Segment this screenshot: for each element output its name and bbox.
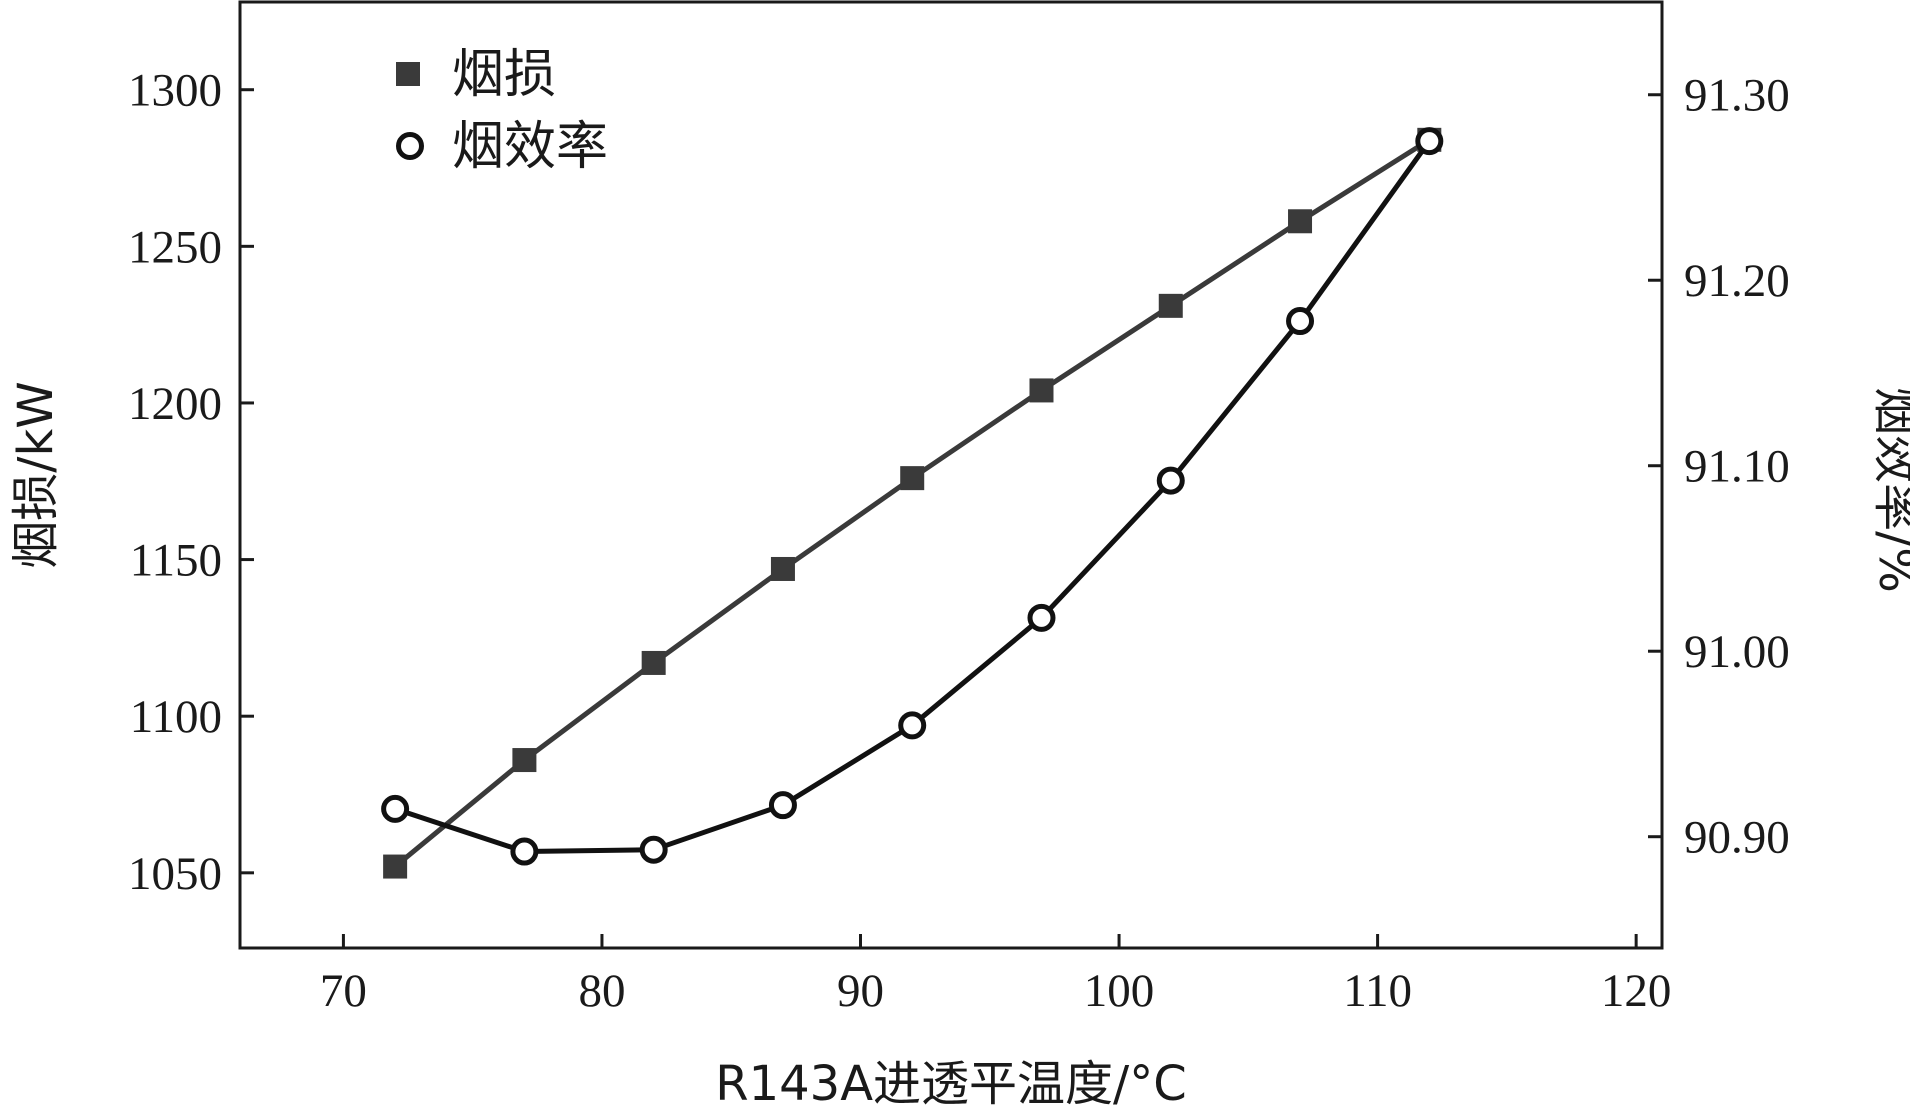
y-axis-title-right: 烟效率/%	[1868, 387, 1910, 593]
data-point-loss	[770, 556, 795, 581]
data-point-loss	[383, 854, 408, 879]
data-point-efficiency	[898, 711, 927, 740]
y-left-tick-label: 1050	[128, 848, 222, 900]
y-left-tick-label: 1250	[128, 221, 222, 273]
y-right-tick-label: 91.30	[1684, 70, 1790, 122]
x-tick-label: 70	[320, 965, 367, 1017]
data-point-efficiency	[381, 794, 410, 823]
legend-label-efficiency: 烟效率	[452, 117, 608, 177]
data-point-efficiency	[1415, 127, 1444, 156]
x-tick-label: 90	[837, 965, 884, 1017]
data-point-loss	[1288, 209, 1313, 234]
data-point-efficiency	[510, 837, 539, 866]
x-tick-label: 100	[1084, 965, 1155, 1017]
x-axis-title: R143A进透平温度/°C	[715, 1056, 1187, 1112]
data-point-efficiency	[639, 835, 668, 864]
data-point-efficiency	[1027, 603, 1056, 632]
series-layer	[381, 127, 1444, 879]
data-point-efficiency	[1156, 466, 1185, 495]
legend: 烟损 烟效率	[396, 45, 608, 177]
y-left-tick-label: 1150	[130, 535, 222, 587]
legend-marker-efficiency	[396, 132, 424, 160]
data-point-loss	[1158, 293, 1183, 318]
y-axis-title-left: 烟损/kW	[8, 381, 64, 568]
y-right-tick-label: 91.10	[1684, 441, 1790, 493]
data-point-loss	[1029, 378, 1054, 403]
y-right-tick-label: 91.00	[1684, 626, 1790, 678]
y-left-tick-label: 1300	[128, 65, 222, 117]
legend-label-loss: 烟损	[452, 45, 556, 105]
data-point-loss	[641, 650, 666, 675]
y-left-tick-label: 1100	[130, 691, 222, 743]
data-point-loss	[900, 466, 925, 491]
data-point-loss	[512, 748, 537, 773]
x-tick-label: 80	[578, 965, 625, 1017]
y-right-tick-label: 91.20	[1684, 255, 1790, 307]
plot-frame	[238, 0, 1664, 950]
data-point-efficiency	[768, 791, 797, 820]
legend-marker-loss	[396, 62, 420, 86]
series-line-1	[394, 139, 1432, 855]
x-tick-label: 110	[1343, 965, 1412, 1017]
y-left-tick-label: 1200	[128, 378, 222, 430]
data-point-efficiency	[1286, 307, 1315, 336]
ticks-layer: 70 80 90 100 110 120 1050 1100 1150 1200 1250 1300 9…	[128, 65, 1790, 1017]
series-line-0	[393, 137, 1431, 869]
y-right-tick-label: 90.90	[1684, 812, 1790, 864]
x-tick-label: 120	[1601, 965, 1672, 1017]
